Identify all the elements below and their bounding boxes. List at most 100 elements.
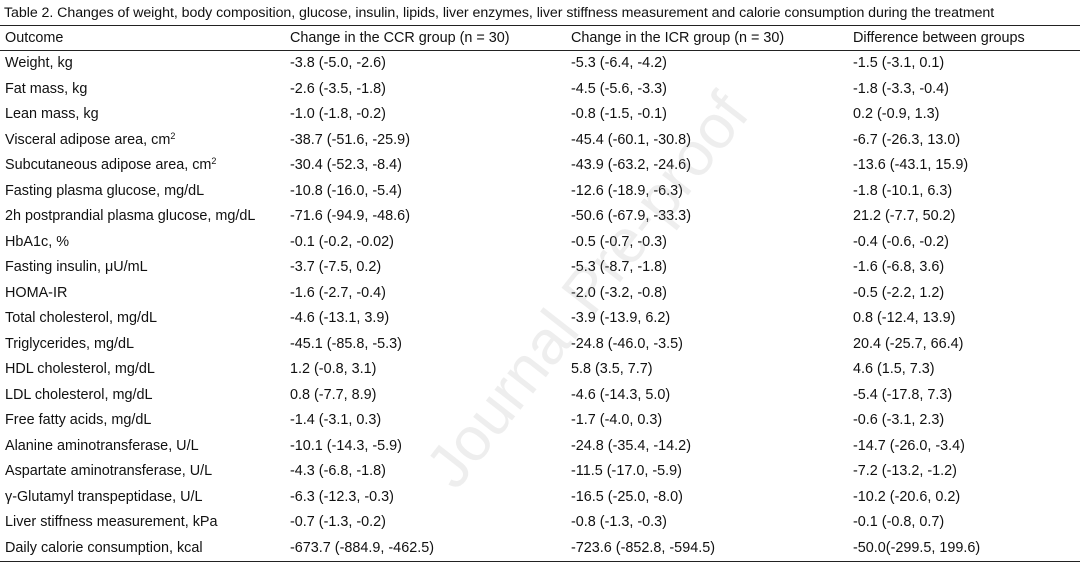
difference-cell: -6.7 (-26.3, 13.0) (853, 131, 961, 148)
outcome-cell: Lean mass, kg (5, 102, 99, 127)
difference-cell: -1.6 (-6.8, 3.6) (853, 259, 945, 275)
header-outcome: Outcome (5, 30, 64, 46)
ccr-change-cell: -4.6 (-13.1, 3.9) (290, 310, 390, 326)
ccr-change-cell: -1.4 (-3.1, 0.3) (290, 412, 382, 428)
outcome-label: 2h postprandial plasma glucose, mg/dL (5, 208, 256, 224)
ccr-change-cell: -3.7 (-7.5, 0.2) (290, 259, 382, 275)
ccr-change-cell: -2.6 (-3.5, -1.8) (290, 80, 386, 97)
outcome-label: LDL cholesterol, mg/dL (5, 386, 153, 403)
ccr-change-cell: -71.6 (-94.9, -48.6) (290, 208, 410, 224)
unit-superscript: 2 (170, 130, 176, 141)
header-ccr: Change in the CCR group (n = 30) (290, 30, 510, 46)
icr-change-cell: -24.8 (-35.4, -14.2) (571, 437, 691, 454)
header-icr: Change in the ICR group (n = 30) (571, 30, 785, 46)
difference-cell: -10.2 (-20.6, 0.2) (853, 488, 961, 505)
table-row: Lean mass, kg -1.0 (-1.8, -0.2) -0.8 (-1.5… (0, 102, 1080, 127)
difference-cell: -0.4 (-0.6, -0.2) (853, 233, 949, 250)
outcome-label: γ-Glutamyl transpeptidase, U/L (5, 488, 203, 505)
icr-change-cell: -1.7 (-4.0, 0.3) (571, 412, 663, 428)
difference-cell: -0.1 (-0.8, 0.7) (853, 514, 945, 530)
difference-cell: 0.8 (-12.4, 13.9) (853, 310, 956, 326)
table-bottom-rule (0, 561, 1080, 562)
icr-change-cell: -16.5 (-25.0, -8.0) (571, 488, 683, 505)
icr-change-cell: -11.5 (-17.0, -5.9) (571, 463, 682, 479)
ccr-change-cell: -1.0 (-1.8, -0.2) (290, 106, 386, 122)
table-row: Fasting plasma glucose, mg/dL -10.8 (-16.… (0, 179, 1080, 204)
icr-change-cell: -43.9 (-63.2, -24.6) (571, 157, 691, 173)
icr-change-cell: -0.5 (-0.7, -0.3) (571, 233, 667, 250)
icr-change-cell: 5.8 (3.5, 7.7) (571, 361, 653, 377)
outcome-cell: Alanine aminotransferase, U/L (5, 434, 199, 459)
outcome-label: Lean mass, kg (5, 106, 99, 122)
difference-cell: -7.2 (-13.2, -1.2) (853, 463, 957, 479)
outcome-label: Free fatty acids, mg/dL (5, 412, 152, 428)
table-row: HbA1c, % -0.1 (-0.2, -0.02) -0.5 (-0.7, -0… (0, 230, 1080, 255)
difference-cell: -1.8 (-10.1, 6.3) (853, 182, 953, 199)
outcome-cell: HDL cholesterol, mg/dL (5, 357, 155, 382)
icr-change-cell: -3.9 (-13.9, 6.2) (571, 310, 671, 326)
table-row: Fat mass, kg -2.6 (-3.5, -1.8) -4.5 (-5.6,… (0, 77, 1080, 102)
outcome-cell: Total cholesterol, mg/dL (5, 306, 157, 331)
table-row: Free fatty acids, mg/dL -1.4 (-3.1, 0.3) -… (0, 408, 1080, 433)
ccr-change-cell: -4.3 (-6.8, -1.8) (290, 463, 386, 479)
outcome-cell: γ-Glutamyl transpeptidase, U/L (5, 485, 203, 510)
ccr-change-cell: -10.8 (-16.0, -5.4) (290, 182, 402, 199)
outcome-cell: 2h postprandial plasma glucose, mg/dL (5, 204, 255, 229)
icr-change-cell: -723.6 (-852.8, -594.5) (571, 539, 715, 556)
difference-cell: -13.6 (-43.1, 15.9) (853, 157, 969, 173)
table-row: HDL cholesterol, mg/dL 1.2 (-0.8, 3.1) 5.8… (0, 357, 1080, 382)
table-row: LDL cholesterol, mg/dL 0.8 (-7.7, 8.9) -4.… (0, 383, 1080, 408)
icr-change-cell: -0.8 (-1.3, -0.3) (571, 514, 667, 530)
difference-cell: -0.6 (-3.1, 2.3) (853, 412, 945, 428)
table-row: Aspartate aminotransferase, U/L -4.3 (-6.… (0, 459, 1080, 484)
table-row: 2h postprandial plasma glucose, mg/dL -71… (0, 204, 1080, 229)
outcome-label: HOMA-IR (5, 284, 68, 301)
outcome-label: Total cholesterol, mg/dL (5, 310, 157, 326)
ccr-change-cell: -0.7 (-1.3, -0.2) (290, 514, 386, 530)
table-caption: Table 2. Changes of weight, body composi… (4, 5, 995, 21)
table-row: Weight, kg -3.8 (-5.0, -2.6) -5.3 (-6.4, -… (0, 51, 1080, 76)
ccr-change-cell: -30.4 (-52.3, -8.4) (290, 157, 402, 173)
ccr-change-cell: -6.3 (-12.3, -0.3) (290, 488, 394, 505)
icr-change-cell: -4.6 (-14.3, 5.0) (571, 386, 671, 403)
outcome-cell: Daily calorie consumption, kcal (5, 536, 203, 561)
table-row: Alanine aminotransferase, U/L -10.1 (-14.… (0, 434, 1080, 459)
ccr-change-cell: -1.6 (-2.7, -0.4) (290, 284, 386, 301)
outcome-cell: Triglycerides, mg/dL (5, 332, 134, 357)
outcome-cell: LDL cholesterol, mg/dL (5, 383, 152, 408)
difference-cell: 4.6 (1.5, 7.3) (853, 361, 935, 377)
difference-cell: -1.5 (-3.1, 0.1) (853, 55, 945, 71)
outcome-cell: Subcutaneous adipose area, cm2 (5, 153, 216, 178)
difference-cell: 20.4 (-25.7, 66.4) (853, 335, 964, 352)
outcome-label: Fasting insulin, μU/mL (5, 259, 148, 275)
ccr-change-cell: -0.1 (-0.2, -0.02) (290, 233, 394, 250)
icr-change-cell: -12.6 (-18.9, -6.3) (571, 182, 683, 199)
outcome-cell: Fat mass, kg (5, 77, 87, 102)
icr-change-cell: -5.3 (-6.4, -4.2) (571, 55, 667, 71)
difference-cell: 0.2 (-0.9, 1.3) (853, 106, 940, 122)
outcome-cell: Fasting insulin, μU/mL (5, 255, 148, 280)
outcome-label: Weight, kg (5, 55, 73, 71)
table-row: Fasting insulin, μU/mL -3.7 (-7.5, 0.2) -5… (0, 255, 1080, 280)
outcome-label: Liver stiffness measurement, kPa (5, 514, 218, 530)
header-difference: Difference between groups (853, 30, 1025, 46)
icr-change-cell: -24.8 (-46.0, -3.5) (571, 335, 683, 352)
difference-cell: -14.7 (-26.0, -3.4) (853, 437, 965, 454)
outcome-cell: Liver stiffness measurement, kPa (5, 510, 218, 535)
outcome-label: Fat mass, kg (5, 80, 88, 97)
difference-cell: 21.2 (-7.7, 50.2) (853, 208, 956, 224)
ccr-change-cell: 0.8 (-7.7, 8.9) (290, 386, 377, 403)
outcome-label: Daily calorie consumption, kcal (5, 539, 203, 556)
icr-change-cell: -50.6 (-67.9, -33.3) (571, 208, 691, 224)
icr-change-cell: -45.4 (-60.1, -30.8) (571, 131, 691, 148)
outcome-cell: Fasting plasma glucose, mg/dL (5, 179, 204, 204)
outcome-label: Alanine aminotransferase, U/L (5, 437, 199, 454)
table-row: HOMA-IR -1.6 (-2.7, -0.4) -2.0 (-3.2, -0.8… (0, 281, 1080, 306)
ccr-change-cell: -673.7 (-884.9, -462.5) (290, 539, 434, 556)
ccr-change-cell: -45.1 (-85.8, -5.3) (290, 335, 402, 352)
table-row: Triglycerides, mg/dL -45.1 (-85.8, -5.3) -… (0, 332, 1080, 357)
difference-cell: -5.4 (-17.8, 7.3) (853, 386, 953, 403)
difference-cell: -1.8 (-3.3, -0.4) (853, 80, 949, 97)
outcome-label: Triglycerides, mg/dL (5, 335, 135, 352)
